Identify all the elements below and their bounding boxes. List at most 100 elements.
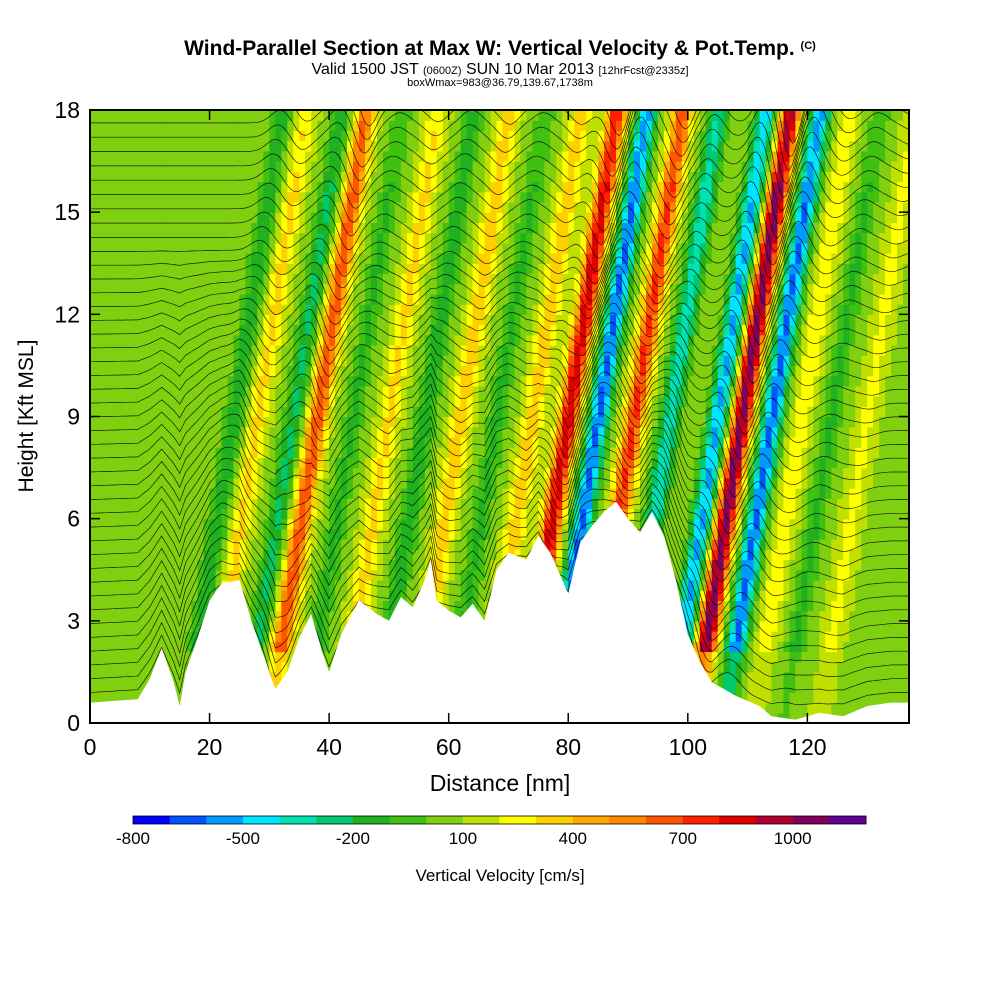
- velocity-cell: [777, 549, 785, 561]
- velocity-cell: [161, 365, 169, 377]
- velocity-cell: [347, 477, 354, 489]
- velocity-cell: [251, 447, 258, 458]
- velocity-cell: [442, 559, 450, 571]
- velocity-cell: [317, 498, 324, 510]
- velocity-cell: [281, 508, 288, 520]
- velocity-cell: [879, 477, 886, 489]
- velocity-cell: [430, 416, 438, 428]
- velocity-cell: [873, 661, 880, 673]
- velocity-cell: [574, 508, 581, 520]
- velocity-cell: [125, 467, 133, 479]
- velocity-cell: [849, 477, 856, 489]
- velocity-cell: [95, 498, 103, 510]
- velocity-cell: [723, 365, 731, 377]
- velocity-cell: [753, 498, 761, 510]
- velocity-cell: [394, 559, 402, 571]
- velocity-cell: [729, 396, 737, 407]
- velocity-cell: [239, 528, 247, 540]
- velocity-cell: [400, 498, 408, 510]
- velocity-cell: [119, 488, 127, 499]
- velocity-cell: [233, 396, 241, 407]
- velocity-cell: [723, 426, 731, 438]
- velocity-cell: [125, 406, 133, 418]
- velocity-cell: [293, 355, 300, 367]
- velocity-cell: [221, 344, 229, 356]
- velocity-cell: [741, 447, 749, 458]
- velocity-cell: [472, 498, 480, 510]
- velocity-cell: [783, 702, 791, 714]
- velocity-cell: [891, 426, 898, 438]
- velocity-cell: [801, 579, 808, 591]
- velocity-cell: [442, 416, 450, 428]
- velocity-cell: [125, 426, 133, 438]
- velocity-cell: [693, 477, 701, 489]
- velocity-cell: [526, 528, 533, 540]
- velocity-cell: [735, 610, 743, 622]
- velocity-cell: [849, 610, 856, 622]
- velocity-cell: [442, 477, 450, 489]
- velocity-cell: [173, 488, 181, 499]
- velocity-cell: [747, 631, 755, 642]
- velocity-cell: [287, 406, 294, 418]
- velocity-cell: [681, 590, 689, 601]
- velocity-cell: [466, 467, 474, 479]
- velocity-cell: [221, 569, 229, 581]
- velocity-cell: [125, 355, 133, 367]
- velocity-cell: [580, 508, 587, 520]
- velocity-cell: [843, 406, 850, 418]
- velocity-cell: [837, 631, 844, 642]
- velocity-cell: [107, 508, 115, 520]
- velocity-cell: [807, 436, 814, 448]
- velocity-cell: [179, 610, 187, 622]
- velocity-cell: [669, 436, 677, 448]
- velocity-cell: [825, 651, 832, 663]
- velocity-cell: [514, 375, 522, 387]
- velocity-cell: [311, 396, 318, 407]
- velocity-cell: [765, 620, 773, 632]
- velocity-cell: [669, 528, 677, 540]
- velocity-cell: [353, 590, 360, 601]
- velocity-cell: [532, 457, 539, 469]
- velocity-cell: [562, 436, 569, 448]
- velocity-cell: [651, 416, 659, 428]
- velocity-cell: [454, 385, 462, 397]
- velocity-cell: [873, 426, 880, 438]
- velocity-cell: [855, 477, 862, 489]
- velocity-cell: [520, 528, 527, 540]
- velocity-cell: [131, 549, 139, 561]
- velocity-cell: [759, 539, 767, 550]
- velocity-cell: [729, 671, 737, 683]
- velocity-cell: [460, 416, 468, 428]
- velocity-cell: [364, 590, 372, 601]
- velocity-cell: [687, 467, 695, 479]
- velocity-cell: [556, 559, 563, 571]
- velocity-cell: [795, 416, 802, 428]
- velocity-cell: [855, 375, 862, 387]
- velocity-cell: [807, 579, 814, 591]
- velocity-cell: [849, 436, 856, 448]
- velocity-cell: [897, 385, 904, 397]
- velocity-cell: [353, 436, 360, 448]
- velocity-cell: [699, 406, 707, 418]
- velocity-cell: [669, 375, 677, 387]
- velocity-cell: [903, 671, 909, 683]
- velocity-cell: [155, 355, 163, 367]
- velocity-cell: [897, 631, 904, 642]
- velocity-cell: [275, 518, 282, 530]
- velocity-cell: [382, 488, 390, 499]
- velocity-cell: [484, 406, 492, 418]
- velocity-cell: [185, 631, 193, 642]
- velocity-cell: [424, 488, 432, 499]
- velocity-cell: [323, 416, 330, 428]
- velocity-cell: [203, 375, 211, 387]
- velocity-cell: [891, 671, 898, 683]
- velocity-cell: [795, 365, 802, 377]
- velocity-cell: [825, 549, 832, 561]
- velocity-cell: [741, 457, 749, 469]
- velocity-cell: [293, 518, 300, 530]
- velocity-cell: [209, 508, 217, 520]
- velocity-cell: [125, 396, 133, 407]
- velocity-cell: [604, 447, 611, 458]
- velocity-cell: [305, 600, 312, 612]
- velocity-cell: [849, 569, 856, 581]
